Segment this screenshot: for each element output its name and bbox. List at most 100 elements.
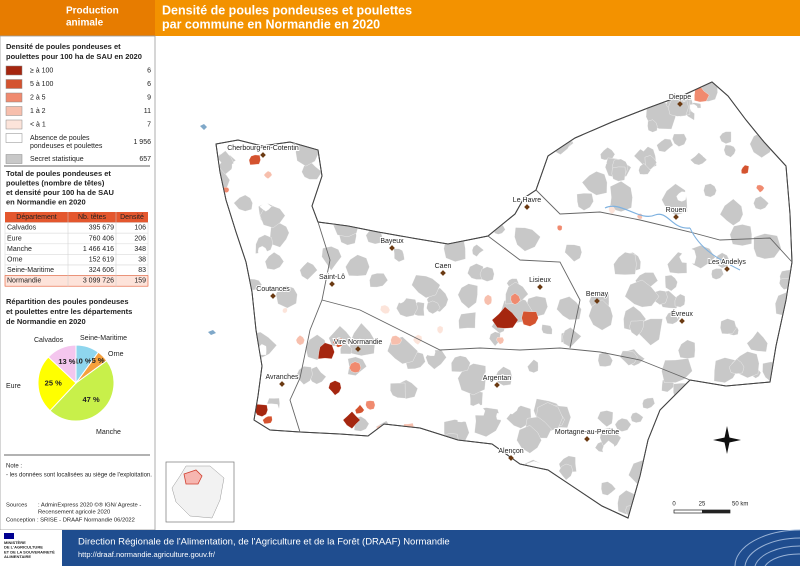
legend-title: Densité de poules pondeuses et — [6, 42, 121, 51]
secret-commune — [558, 463, 573, 481]
secret-commune — [411, 274, 441, 299]
commune — [231, 161, 245, 176]
header-title-text: par commune en Normandie en 2020 — [162, 17, 380, 31]
secret-commune — [703, 183, 717, 198]
place-marker — [270, 293, 276, 299]
scale-labels: 0 25 50 km — [672, 502, 748, 508]
place-marker — [679, 318, 685, 324]
secret-commune — [259, 205, 286, 228]
commune — [666, 154, 678, 167]
secret-commune — [665, 311, 681, 325]
legend-count: 657 — [139, 156, 151, 163]
density-commune — [510, 293, 521, 305]
place-label: Caen — [435, 263, 452, 270]
secret-commune — [489, 331, 501, 347]
secret-commune — [644, 155, 657, 170]
legend-count: 7 — [147, 121, 151, 128]
legend-swatch — [5, 92, 23, 103]
inset-normandy — [183, 469, 203, 485]
table-title: poulettes (nombre de têtes) — [6, 178, 105, 187]
place-marker — [279, 381, 285, 387]
secret-commune — [296, 366, 313, 385]
secret-commune — [264, 252, 284, 270]
table-title: Total de poules pondeuses et — [6, 169, 111, 178]
table-cell: 348 — [134, 246, 146, 253]
commune — [331, 287, 339, 296]
secret-commune — [581, 171, 608, 196]
table-cell: 206 — [134, 235, 146, 242]
place-marker — [594, 298, 600, 304]
table-cell: Calvados — [7, 225, 37, 232]
secret-commune — [614, 418, 632, 432]
table-row — [4, 232, 149, 245]
commune — [400, 321, 411, 333]
north-arrow — [713, 426, 741, 454]
secret-commune — [541, 324, 553, 335]
table-cell: Normandie — [7, 278, 41, 285]
table-row — [4, 254, 149, 266]
secret-commune — [472, 244, 485, 257]
header-category-box — [0, 0, 155, 36]
secret-commune — [564, 244, 582, 262]
place-marker — [508, 455, 514, 461]
density-commune — [496, 337, 505, 345]
legend-label: < à 1 — [30, 121, 46, 128]
table-cell: 760 406 — [89, 235, 114, 242]
ministry-text: ET DE LA SOUVERAINETÉ — [4, 549, 55, 554]
legend-label: Absence de poules — [30, 135, 90, 142]
commune — [257, 246, 268, 258]
secret-commune — [624, 279, 660, 308]
pie-slice — [47, 344, 77, 385]
table-title: en Normandie en 2020 — [6, 197, 86, 206]
table-cell: 106 — [134, 225, 146, 232]
legend-count: 6 — [147, 81, 151, 88]
place-marker — [673, 214, 679, 220]
place-marker — [260, 152, 266, 158]
commune — [544, 451, 553, 461]
scale-label: 50 km — [732, 502, 748, 508]
table-header-cell: Département — [16, 214, 57, 221]
secret-commune — [275, 285, 298, 309]
header-title: Densité de poules pondeuses et poulettes… — [162, 3, 412, 31]
places: Dieppe Cherbourg-en-Cotentin Le Havre Rouen… — [226, 93, 747, 461]
department-border — [289, 221, 331, 433]
secret-commune — [233, 194, 253, 212]
legend-label: ≥ à 100 — [30, 67, 53, 74]
footer-decoration — [734, 529, 800, 566]
density-commune — [354, 404, 365, 414]
commune — [696, 168, 707, 179]
table-cell: 159 — [134, 278, 146, 285]
commune — [457, 411, 469, 423]
place-marker — [494, 382, 500, 388]
legend-label: Secret statistique — [30, 156, 84, 163]
pie-value-label: 10 % — [74, 356, 91, 365]
commune — [473, 403, 486, 416]
density-commune — [608, 205, 616, 215]
secret-commune — [661, 183, 688, 216]
pie-category-label: Seine-Maritime — [80, 335, 127, 342]
table-cell: 395 679 — [89, 225, 114, 232]
pie-title: Répartition des poules pondeuses — [6, 297, 129, 306]
note-text: - les données sont localisées au siège d… — [6, 473, 152, 479]
commune — [762, 215, 775, 229]
secret-commune — [672, 133, 687, 147]
secret-commune — [516, 425, 542, 454]
density-commune — [282, 307, 288, 314]
secret-commune — [601, 481, 616, 496]
secret-commune — [711, 268, 724, 280]
place-label: Mortagne-au-Perche — [555, 429, 619, 436]
pie-slice — [37, 356, 77, 412]
commune — [406, 252, 417, 263]
secret-commune — [576, 193, 594, 211]
commune — [701, 145, 713, 159]
table-cell: Seine-Maritime — [7, 267, 54, 274]
secret-commune — [720, 318, 737, 335]
place-label: Le Havre — [513, 197, 542, 204]
density-commune — [436, 325, 444, 334]
legend: Densité de poules pondeuses etpoulettes … — [5, 42, 151, 164]
table-cell: 38 — [138, 257, 146, 264]
ministry-text: ALIMENTAIRE — [4, 554, 31, 559]
place-label: Alençon — [498, 448, 523, 455]
